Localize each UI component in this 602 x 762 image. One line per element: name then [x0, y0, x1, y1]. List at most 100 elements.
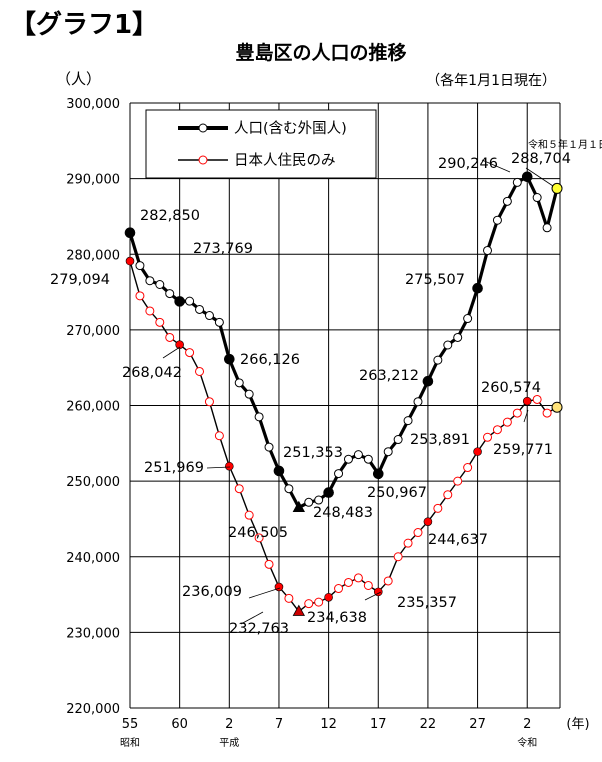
legend-marker [198, 155, 208, 165]
data-label: 263,212 [359, 368, 419, 384]
data-point [174, 296, 185, 307]
data-point [234, 484, 244, 494]
data-label: 279,094 [50, 272, 110, 288]
data-point [185, 296, 195, 306]
data-point [135, 291, 145, 301]
data-point [483, 245, 493, 255]
data-point [145, 306, 155, 316]
data-point [521, 171, 533, 183]
data-point [284, 484, 294, 494]
data-label: 253,891 [410, 432, 470, 448]
data-point [413, 528, 423, 538]
data-label: 266,126 [240, 352, 300, 368]
y-tick-label: 220,000 [66, 702, 120, 717]
data-point [372, 468, 384, 480]
x-tick-label: 7 [275, 717, 283, 732]
data-label: 246,505 [228, 525, 288, 541]
data-label: 273,769 [193, 241, 253, 257]
era-label: 平成 [219, 737, 239, 749]
data-label: 232,763 [229, 621, 289, 637]
data-point [413, 397, 423, 407]
data-point [353, 573, 363, 583]
data-point [502, 417, 512, 427]
data-point [551, 401, 563, 413]
data-label: 275,507 [405, 272, 465, 288]
data-point [463, 314, 473, 324]
data-label: 290,246 [438, 156, 498, 172]
data-point [244, 389, 254, 399]
data-point [463, 463, 473, 473]
data-label: 244,637 [428, 532, 488, 548]
legend-marker [198, 123, 208, 133]
page-label: 【グラフ1】 [10, 10, 159, 40]
y-tick-label: 270,000 [66, 324, 120, 339]
data-point [155, 280, 165, 289]
x-axis-unit: (年) [566, 717, 589, 732]
data-point [443, 490, 453, 500]
data-point [244, 510, 254, 520]
x-tick-label: 17 [370, 717, 387, 732]
leader-line [364, 591, 382, 601]
data-point [304, 497, 314, 507]
data-point [363, 580, 373, 590]
data-point [324, 593, 333, 602]
data-label: 251,969 [144, 460, 204, 476]
chart-title: 豊島区の人口の推移 [235, 42, 407, 64]
x-tick-label: 55 [122, 717, 139, 732]
data-point [323, 487, 334, 498]
data-point [254, 412, 264, 422]
data-point [204, 397, 214, 407]
data-point [254, 533, 264, 543]
data-point [264, 559, 274, 569]
data-point [135, 261, 145, 271]
data-point [145, 276, 155, 286]
data-label: 235,357 [397, 595, 457, 611]
data-point [284, 593, 294, 603]
legend-label: 人口(含む外国人) [234, 120, 347, 137]
data-point [453, 476, 463, 486]
data-label: 259,771 [493, 442, 553, 458]
series-line-japanese [129, 260, 558, 613]
y-tick-label: 280,000 [66, 248, 120, 263]
data-point [214, 317, 224, 327]
x-tick-label: 27 [469, 717, 486, 732]
data-point [175, 340, 184, 349]
y-axis-unit: （人） [56, 70, 102, 88]
data-point [383, 447, 393, 457]
data-point [363, 454, 373, 464]
date-annotation: 令和５年１月１日 [528, 138, 602, 151]
y-tick-label: 260,000 [66, 400, 120, 415]
data-point [492, 215, 502, 225]
data-point [125, 256, 135, 266]
data-point [443, 340, 453, 350]
data-point [204, 311, 214, 321]
data-label: 248,483 [313, 505, 373, 521]
data-point [165, 289, 175, 299]
data-point [422, 375, 434, 387]
data-point [343, 577, 353, 587]
data-label: 251,353 [283, 445, 343, 461]
legend-label: 日本人住民のみ [234, 152, 336, 169]
data-point [185, 348, 195, 358]
data-label: 236,009 [182, 584, 242, 600]
data-point [532, 193, 542, 203]
data-point [225, 461, 234, 471]
data-point [403, 416, 413, 426]
leader-line [523, 409, 529, 423]
data-point [195, 304, 205, 314]
x-tick-label: 60 [171, 717, 188, 732]
data-point [502, 196, 512, 206]
data-point [343, 454, 353, 464]
data-point [273, 465, 285, 477]
data-label: 268,042 [122, 365, 182, 381]
data-point [522, 396, 532, 406]
data-point [383, 576, 393, 586]
x-tick-label: 12 [320, 717, 337, 732]
leader-line [162, 346, 181, 359]
era-label: 令和 [517, 736, 537, 749]
data-point [334, 584, 344, 594]
x-tick-label: 2 [225, 717, 233, 732]
data-point [292, 500, 305, 512]
data-point [512, 177, 522, 187]
